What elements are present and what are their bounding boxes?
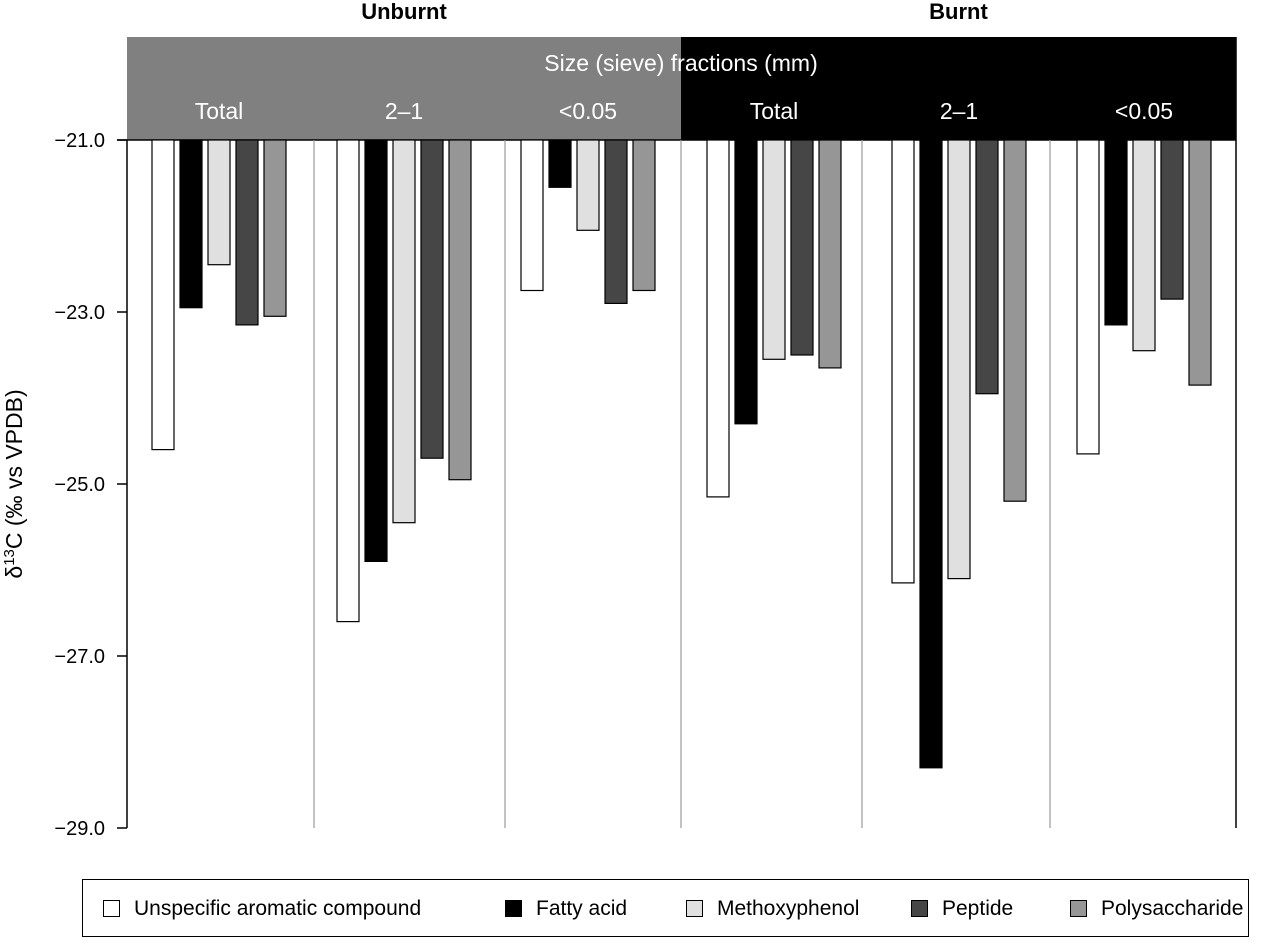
bar [1076,139,1100,455]
legend-swatch [911,900,928,917]
bar [1104,139,1128,326]
legend: Unspecific aromatic compound Fatty acid … [82,879,1249,937]
bar [520,139,544,292]
legend-label: Methoxyphenol [717,897,860,920]
bar [235,139,259,326]
legend-swatch [505,900,522,917]
y-tick-label: −25.0 [54,474,105,496]
bar [891,139,915,584]
bar [1003,139,1027,502]
y-tick-label: −21.0 [54,130,105,152]
header-band-burnt [681,37,1236,140]
category-label: 2–1 [385,98,423,124]
y-tick-label: −27.0 [54,646,105,668]
bar [364,139,388,562]
bar [207,139,231,266]
category-label: <0.05 [1115,98,1173,124]
category-label: <0.05 [559,98,617,124]
bar [975,139,999,395]
bar [762,139,786,360]
bar [947,139,971,580]
y-tick-label: −23.0 [54,302,105,324]
bar [818,139,842,369]
bar [151,139,175,451]
legend-swatch [1070,900,1087,917]
y-axis-title: δ13C (‰ vs VPDB) [1,389,28,578]
bar [336,139,360,623]
bar [263,139,287,317]
header-band-unburnt [127,37,681,140]
category-label: 2–1 [940,98,978,124]
legend-label: Unspecific aromatic compound [134,897,422,920]
legend-label: Peptide [942,897,1014,920]
header-title-overlay: Size (sieve) fractions (mm) [544,50,817,76]
bar [1160,139,1184,300]
bar [179,139,203,309]
group-label-unburnt: Unburnt [361,0,447,24]
bar [706,139,730,498]
bar [1188,139,1212,386]
legend-label: Polysaccharide [1101,897,1244,920]
category-label: Total [195,98,244,124]
category-label: Total [750,98,799,124]
bar [790,139,814,356]
legend-label: Fatty acid [536,897,628,920]
group-label-burnt: Burnt [929,0,988,24]
bar [548,139,572,188]
y-tick-label: −29.0 [54,818,105,840]
bar [448,139,472,481]
bar [604,139,628,304]
bar [392,139,416,524]
bar [919,139,943,769]
bar [734,139,758,425]
bar [632,139,656,292]
bar [576,139,600,231]
header-title: Size (sieve) fractions (mm) [544,50,817,76]
bar [420,139,444,459]
legend-swatch [103,900,120,917]
bar [1132,139,1156,352]
legend-swatch [686,900,703,917]
